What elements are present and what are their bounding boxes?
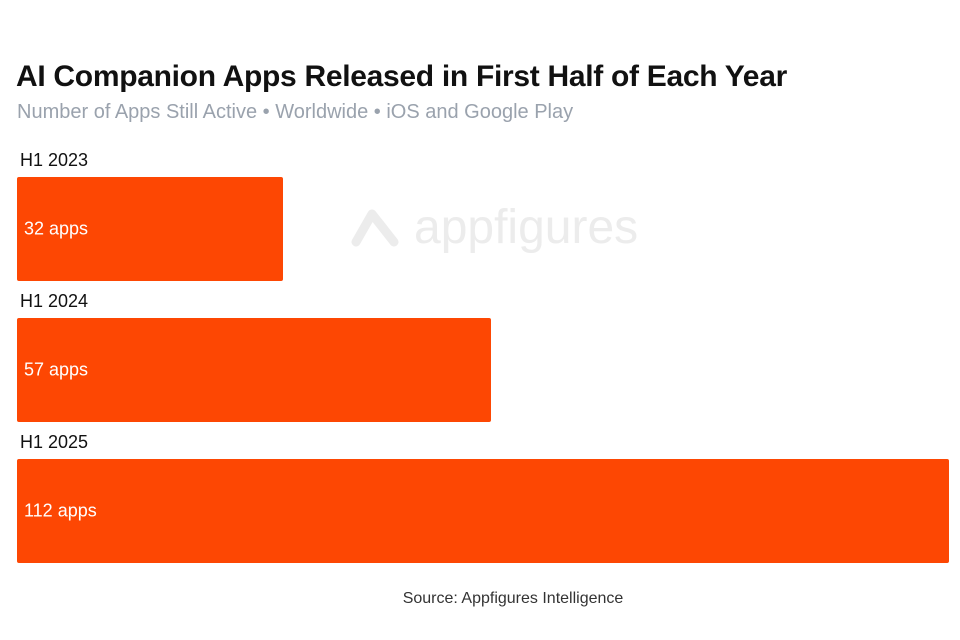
watermark-text: appfigures (414, 201, 639, 254)
bar: 57 apps (17, 318, 492, 422)
appfigures-logo-icon (351, 209, 399, 246)
watermark: appfigures (350, 200, 638, 255)
category-label: H1 2024 (20, 291, 89, 311)
data-label: 112 apps (24, 500, 97, 521)
source-note: Source: Appfigures Intelligence (402, 590, 624, 607)
chart-subtitle: Number of Apps Still Active • Worldwide … (17, 101, 574, 123)
category-label: H1 2023 (20, 150, 89, 170)
data-label: 57 apps (24, 359, 89, 380)
bar: 112 apps (17, 459, 949, 563)
data-label: 32 apps (24, 218, 89, 239)
bar: 32 apps (17, 177, 284, 281)
category-label: H1 2025 (20, 432, 89, 452)
chart-title: AI Companion Apps Released in First Half… (16, 60, 787, 93)
